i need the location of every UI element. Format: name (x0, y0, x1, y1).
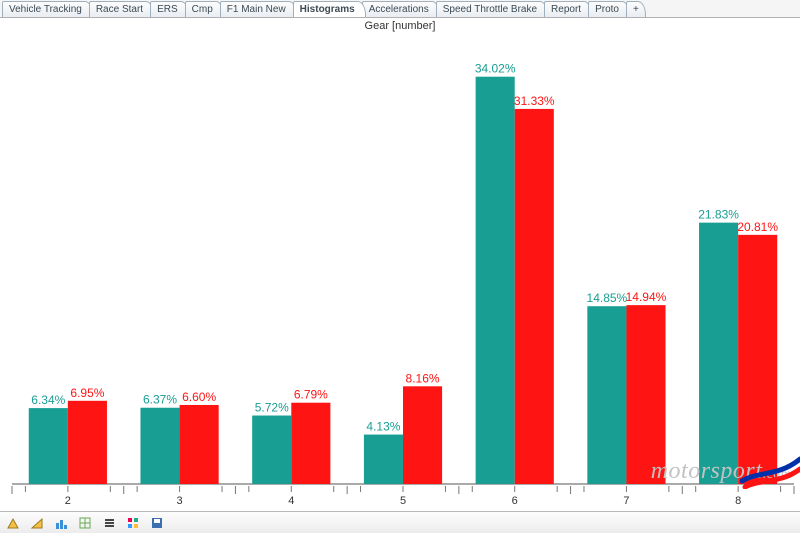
bar-label: 31.33% (514, 94, 555, 108)
xaxis-label: 7 (623, 495, 629, 507)
bar-label: 14.94% (626, 290, 667, 304)
bar-B-3 (180, 405, 219, 484)
tab-f1-main-new[interactable]: F1 Main New (220, 1, 297, 17)
chart-title: Gear [number] (0, 18, 800, 32)
histogram-chart: 2 3 4 5 6 7 8 6.34% 6.95% 6.37% 6.60% 5.72% 6.79% 4.1… (0, 32, 800, 511)
bar-label: 14.85% (587, 291, 628, 305)
bar-B-2 (68, 401, 107, 484)
bar-A-5 (364, 435, 403, 484)
bottom-toolbar (0, 511, 800, 533)
bar-label: 5.72% (255, 401, 289, 415)
chart-area: 2 3 4 5 6 7 8 6.34% 6.95% 6.37% 6.60% 5.72% 6.79% 4.1… (0, 32, 800, 511)
tab-race-start[interactable]: Race Start (89, 1, 154, 17)
bar-label: 6.60% (182, 390, 216, 404)
tab-speed-throttle-brake[interactable]: Speed Throttle Brake (436, 1, 548, 17)
bar-B-4 (291, 403, 330, 484)
triangle-tool-icon[interactable] (4, 514, 22, 532)
xaxis-label: 5 (400, 495, 406, 507)
bar-A-2 (29, 408, 68, 484)
xaxis-label: 4 (288, 495, 294, 507)
bar-A-7 (587, 306, 626, 484)
tab-vehicle-tracking[interactable]: Vehicle Tracking (2, 1, 93, 17)
bar-label: 34.02% (475, 62, 516, 76)
bar-label: 21.83% (698, 208, 739, 222)
bar-label: 20.81% (737, 220, 778, 234)
bar-label: 6.34% (31, 393, 65, 407)
bar-A-3 (140, 408, 179, 484)
chart-type-icon[interactable] (52, 514, 70, 532)
bar-label: 6.37% (143, 393, 177, 407)
save-view-icon[interactable] (148, 514, 166, 532)
bar-label: 6.79% (294, 388, 328, 402)
grid-icon[interactable] (76, 514, 94, 532)
xaxis-label: 8 (735, 495, 741, 507)
list-icon[interactable] (100, 514, 118, 532)
palette-icon[interactable] (124, 514, 142, 532)
bar-B-7 (626, 305, 665, 484)
bar-label: 8.16% (406, 371, 440, 385)
xaxis-label: 3 (177, 495, 183, 507)
bar-B-5 (403, 386, 442, 484)
xaxis-label: 2 (65, 495, 71, 507)
bar-A-8 (699, 223, 738, 484)
tab-report[interactable]: Report (544, 1, 592, 17)
tab-cmp[interactable]: Cmp (185, 1, 224, 17)
tab-histograms[interactable]: Histograms (293, 1, 366, 17)
tab-bar: Vehicle TrackingRace StartERSCmpF1 Main … (0, 0, 800, 18)
bar-label: 4.13% (366, 420, 400, 434)
bar-A-6 (476, 77, 515, 484)
bar-A-4 (252, 416, 291, 484)
tab-add[interactable]: + (626, 1, 646, 17)
tab-accelerations[interactable]: Accelerations (362, 1, 440, 17)
tab-proto[interactable]: Proto (588, 1, 630, 17)
xaxis-label: 6 (512, 495, 518, 507)
tab-ers[interactable]: ERS (150, 1, 189, 17)
bar-B-8 (738, 235, 777, 484)
bar-label: 6.95% (70, 386, 104, 400)
bar-B-6 (515, 109, 554, 484)
triangle-tool2-icon[interactable] (28, 514, 46, 532)
